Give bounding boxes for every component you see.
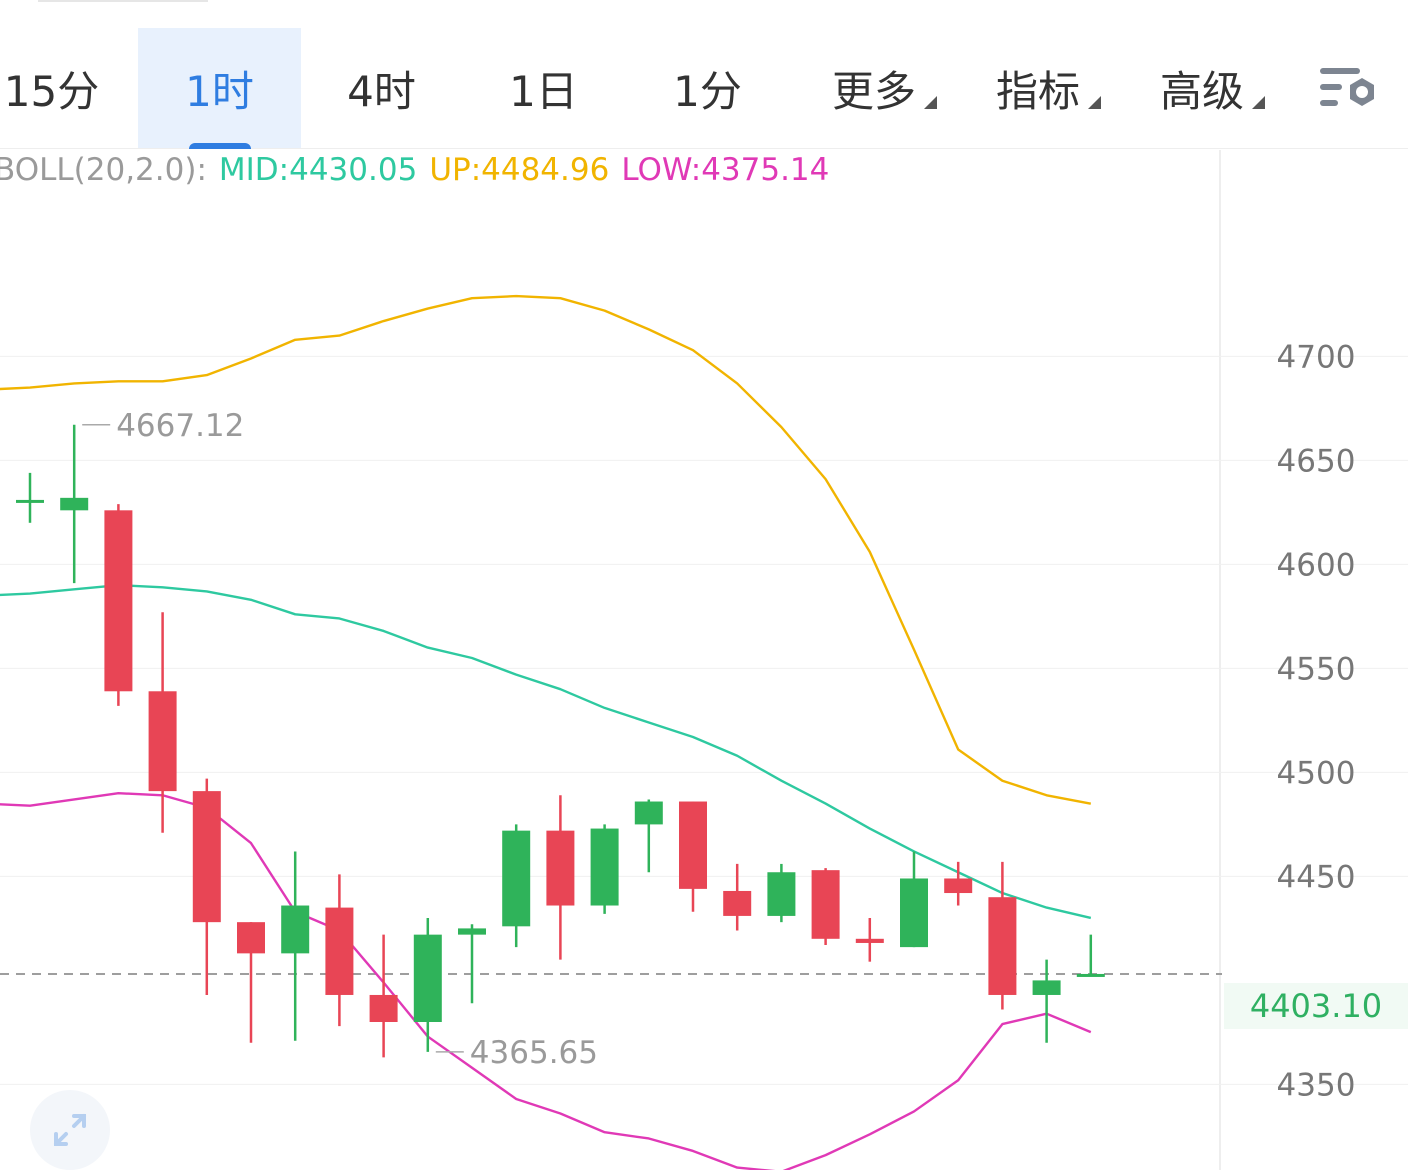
tab-label: 高级 xyxy=(1160,66,1245,116)
candle-body xyxy=(413,934,442,1022)
candle-body xyxy=(811,870,840,939)
candle-up xyxy=(634,799,663,873)
timeframe-tabs: 15分 1时 4时 1日 1分 更多 指标 高级 xyxy=(0,28,1408,149)
candle-body xyxy=(60,497,89,511)
candle-body xyxy=(458,928,486,935)
tab-advanced[interactable]: 高级 xyxy=(1160,28,1323,148)
candle-body xyxy=(767,872,796,916)
candle-body xyxy=(192,791,221,923)
dropdown-triangle-icon xyxy=(924,96,937,109)
candle-down xyxy=(546,795,575,960)
candle-up xyxy=(458,924,486,1004)
expand-arrows-icon xyxy=(54,1114,86,1146)
tab-label: 更多 xyxy=(832,66,917,116)
boll-indicator-legend: BOLL(20,2.0): MID:4430.05 UP:4484.96 LOW:43… xyxy=(0,150,841,190)
candle-body xyxy=(679,801,707,889)
tab-1hour[interactable]: 1时 xyxy=(138,28,301,149)
candle-body xyxy=(723,890,752,916)
tab-1min[interactable]: 1分 xyxy=(626,28,789,148)
candle-body xyxy=(634,801,663,825)
y-tick-label: 4450 xyxy=(1277,859,1356,895)
y-tick-label: 4550 xyxy=(1277,651,1356,687)
candle-up xyxy=(900,851,928,948)
boll-up-value: UP:4484.96 xyxy=(429,152,610,188)
high-price-label: 4667.12 xyxy=(116,408,244,444)
dropdown-triangle-icon xyxy=(1252,96,1265,109)
tab-label: 15分 xyxy=(3,66,100,116)
candle-down xyxy=(104,504,133,706)
candle-body xyxy=(237,922,265,954)
boll-low-value: LOW:4375.14 xyxy=(621,152,830,188)
boll-lower-line xyxy=(0,792,1092,1170)
expand-chart-button[interactable] xyxy=(30,1090,110,1170)
candle-body xyxy=(369,994,398,1022)
candle-body xyxy=(590,828,619,906)
candle-down xyxy=(988,861,1017,1010)
candle-down xyxy=(811,868,840,946)
y-tick-label: 4350 xyxy=(1277,1067,1356,1103)
candle-up xyxy=(1076,934,1105,977)
candle-body xyxy=(325,907,354,995)
candle-down xyxy=(237,922,265,1043)
tab-label: 指标 xyxy=(996,66,1081,116)
candle-body xyxy=(148,691,177,792)
y-tick-label: 4500 xyxy=(1277,755,1356,791)
candle-body xyxy=(1032,980,1061,995)
candle-body xyxy=(900,878,928,948)
candle-down xyxy=(723,863,752,931)
candle-down xyxy=(855,918,884,962)
candle-body xyxy=(944,878,973,894)
tab-label: 1时 xyxy=(185,66,254,116)
candle-down xyxy=(369,934,398,1058)
y-tick-label: 4700 xyxy=(1277,339,1356,375)
tab-label: 4时 xyxy=(347,66,416,116)
tab-indicators[interactable]: 指标 xyxy=(996,28,1159,148)
candle-down xyxy=(944,861,973,906)
candle-down xyxy=(148,612,177,833)
candle-body xyxy=(1076,973,1105,977)
candle-up xyxy=(1032,959,1061,1043)
candle-up xyxy=(590,824,619,914)
tab-1day[interactable]: 1日 xyxy=(462,28,625,148)
candle-down xyxy=(325,874,354,1027)
candle-up xyxy=(767,863,796,923)
candle-body xyxy=(546,830,575,906)
tab-15min[interactable]: 15分 xyxy=(0,28,133,148)
tab-label: 1分 xyxy=(673,66,742,116)
current-price-tag: 4403.10 xyxy=(1224,983,1408,1029)
current-price-label: 4403.10 xyxy=(1249,987,1383,1025)
boll-mid-value: MID:4430.05 xyxy=(218,152,418,188)
candle-body xyxy=(502,830,531,927)
boll-upper-line xyxy=(0,294,1092,805)
dropdown-triangle-icon xyxy=(1088,96,1101,109)
top-divider xyxy=(38,0,208,2)
candle-up xyxy=(502,824,531,948)
candle-body xyxy=(988,897,1017,995)
chart-settings-icon xyxy=(1320,68,1374,106)
candle-up xyxy=(60,424,89,584)
candle-down xyxy=(192,778,221,995)
chart-settings-button[interactable] xyxy=(1312,60,1382,120)
y-tick-label: 4650 xyxy=(1277,443,1356,479)
tab-more[interactable]: 更多 xyxy=(832,28,995,148)
candle-body xyxy=(855,938,884,943)
active-tab-indicator xyxy=(188,143,251,149)
candle-up xyxy=(413,918,442,1052)
candle-down xyxy=(679,801,707,912)
candle-up xyxy=(16,472,44,523)
tab-4hour[interactable]: 4时 xyxy=(300,28,463,148)
candle-body xyxy=(281,905,310,954)
candle-body xyxy=(104,510,133,692)
boll-mid-line xyxy=(0,584,1092,920)
boll-name: BOLL(20,2.0): xyxy=(0,152,207,188)
candle-body xyxy=(16,499,44,503)
low-price-label: 4365.65 xyxy=(470,1035,598,1071)
candle-up xyxy=(281,851,310,1041)
tab-label: 1日 xyxy=(509,66,578,116)
y-tick-label: 4600 xyxy=(1277,547,1356,583)
